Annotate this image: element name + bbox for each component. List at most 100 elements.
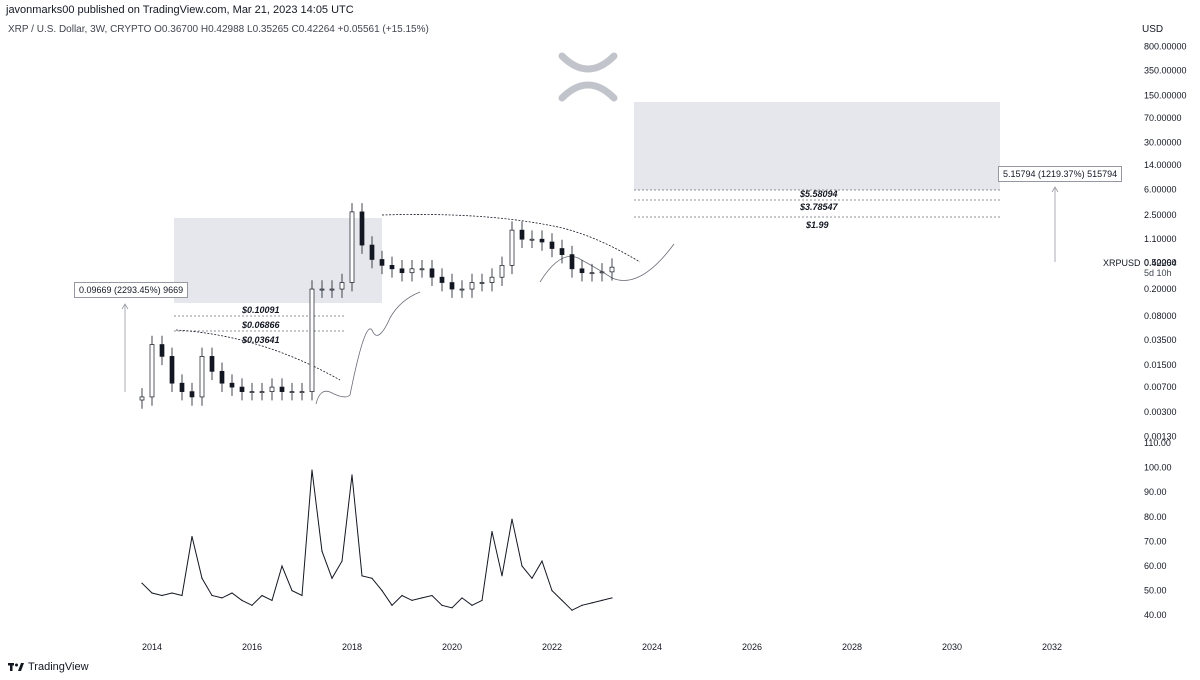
indicator-point [551, 589, 553, 592]
candle-body [349, 211, 355, 283]
price-tick-label: 800.00000 [1144, 42, 1187, 52]
time-tick-label: 2030 [942, 642, 962, 652]
candle-body [239, 386, 245, 392]
indicator-point [601, 599, 603, 602]
indicator-tick-label: 80.00 [1144, 512, 1167, 522]
indicator-point [431, 594, 433, 597]
left-level-2: $0.06866 [241, 320, 281, 330]
price-candles [139, 203, 615, 409]
indicator-point [511, 518, 513, 520]
indicator-point [491, 530, 493, 533]
candle-body [549, 241, 555, 249]
projection-curve-2 [539, 243, 675, 283]
indicator-point [221, 597, 223, 599]
candle-body [579, 268, 585, 274]
candle-body [229, 382, 235, 388]
price-tick-label: 0.00700 [1144, 382, 1177, 392]
indicator-point [561, 599, 563, 602]
price-tick-label: 0.00130 [1144, 431, 1177, 441]
time-axis: 2014 2016 2018 2020 2022 2024 2026 2028 2030 2032 [142, 642, 1062, 652]
right-target-box [634, 102, 1000, 190]
indicator-point [291, 589, 293, 592]
indicator-point [451, 607, 453, 609]
publish-line: javonmarks00 published on TradingView.co… [6, 4, 354, 16]
candle-body [539, 238, 545, 243]
right-level-2: $3.78547 [799, 202, 839, 212]
indicator-point [201, 577, 203, 579]
indicator-point [301, 594, 303, 597]
indicator-point [181, 594, 183, 597]
candle-body [409, 268, 415, 274]
candle-body [339, 282, 345, 290]
indicator-point [591, 602, 593, 604]
candle-body [209, 356, 215, 372]
candle-body [399, 268, 405, 274]
indicator-point [251, 604, 253, 606]
candle-body [459, 288, 465, 291]
price-tick-label: 6.00000 [1144, 185, 1177, 195]
candle-body [189, 391, 195, 398]
time-tick-label: 2018 [342, 642, 362, 652]
indicator-point [481, 599, 483, 602]
indicator-point [521, 565, 523, 567]
indicator-point [361, 575, 363, 577]
countdown-label: 5d 10h [1144, 268, 1172, 278]
candle-body [279, 386, 285, 392]
currency-label: USD [1142, 24, 1164, 35]
candle-body [139, 396, 145, 401]
indicator-tick-label: 50.00 [1144, 586, 1167, 596]
indicator-point [241, 599, 243, 602]
symbol-info: XRP / U.S. Dollar, 3W, CRYPTO O0.36700 H… [8, 24, 429, 35]
candle-body [359, 211, 365, 246]
indicator-point [471, 604, 473, 606]
price-tick-label: 0.00300 [1144, 407, 1177, 417]
candle-body [319, 288, 325, 291]
indicator-point [571, 609, 573, 611]
candle-body [469, 282, 475, 290]
tradingview-logo-icon [8, 663, 24, 671]
time-tick-label: 2028 [842, 642, 862, 652]
indicator-point [151, 592, 153, 594]
right-level-1: $5.58094 [799, 189, 838, 199]
indicator-line [141, 469, 613, 611]
indicator-point [161, 594, 163, 597]
indicator-point [501, 575, 503, 577]
candle-body [439, 276, 445, 283]
candle-body [449, 282, 455, 290]
indicator-tick-label: 60.00 [1144, 561, 1167, 571]
indicator-point [231, 592, 233, 594]
price-tick-label: 0.50000 [1144, 257, 1177, 267]
indicator-point [401, 594, 403, 597]
indicator-series-line [141, 470, 613, 611]
price-tick-label: 0.08000 [1144, 311, 1177, 321]
price-tick-label: 0.01500 [1144, 360, 1177, 370]
price-tick-label: 1.10000 [1144, 234, 1177, 244]
indicator-tick-label: 70.00 [1144, 536, 1167, 546]
candle-body [259, 391, 265, 393]
candle-body [479, 282, 485, 284]
indicator-point [541, 560, 543, 562]
last-price-label: 0.42264 [1144, 258, 1177, 268]
time-tick-label: 2022 [542, 642, 562, 652]
indicator-point [421, 597, 423, 599]
candle-body [389, 265, 395, 270]
candle-body [289, 391, 295, 393]
candle-body [169, 356, 175, 384]
price-tick-label: 30.00000 [1144, 138, 1182, 148]
indicator-point [341, 560, 343, 562]
indicator-tick-label: 110.00 [1144, 438, 1171, 448]
indicator-point [211, 594, 213, 597]
indicator-point [331, 577, 333, 579]
xrp-logo-icon [558, 52, 618, 102]
indicator-point [441, 604, 443, 606]
footer-brand: TradingView [28, 661, 89, 673]
indicator-point [191, 535, 193, 538]
right-arc [381, 214, 641, 263]
candle-body [589, 272, 595, 275]
candle-body [569, 254, 575, 270]
candle-body [489, 276, 495, 283]
candle-body [199, 356, 205, 398]
indicator-tick-label: 40.00 [1144, 610, 1167, 620]
price-tick-label: 150.00000 [1144, 90, 1187, 100]
